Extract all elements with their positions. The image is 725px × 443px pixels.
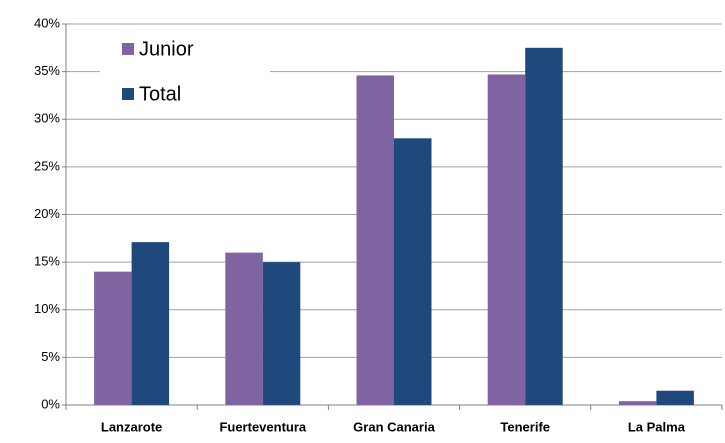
bar	[356, 75, 394, 405]
y-tick-label: 30%	[34, 111, 60, 126]
x-tick-label: Fuerteventura	[219, 419, 306, 434]
y-tick-label: 15%	[34, 254, 60, 269]
bar	[618, 401, 657, 405]
x-tick-label: Lanzarote	[101, 419, 162, 434]
y-tick-label: 0%	[41, 396, 60, 411]
bar	[487, 74, 526, 406]
legend-label: Total	[139, 83, 181, 105]
bar	[94, 271, 132, 405]
y-tick-label: 40%	[34, 15, 60, 30]
legend-label: Junior	[139, 38, 194, 60]
x-tick-label: Gran Canaria	[353, 419, 435, 434]
y-tick-label: 25%	[34, 158, 60, 173]
bar	[225, 252, 263, 405]
y-tick-label: 20%	[34, 206, 60, 221]
bar	[262, 262, 301, 405]
bar	[394, 138, 432, 406]
y-tick-label: 35%	[34, 63, 60, 78]
bar	[656, 390, 694, 405]
y-tick-label: 5%	[41, 349, 60, 364]
x-tick-label: La Palma	[628, 419, 686, 434]
x-tick-label: Tenerife	[500, 419, 550, 434]
legend-swatch	[122, 43, 134, 55]
bar	[525, 47, 563, 405]
bar	[131, 242, 170, 405]
legend-swatch	[122, 88, 134, 100]
y-tick-label: 10%	[34, 301, 60, 316]
